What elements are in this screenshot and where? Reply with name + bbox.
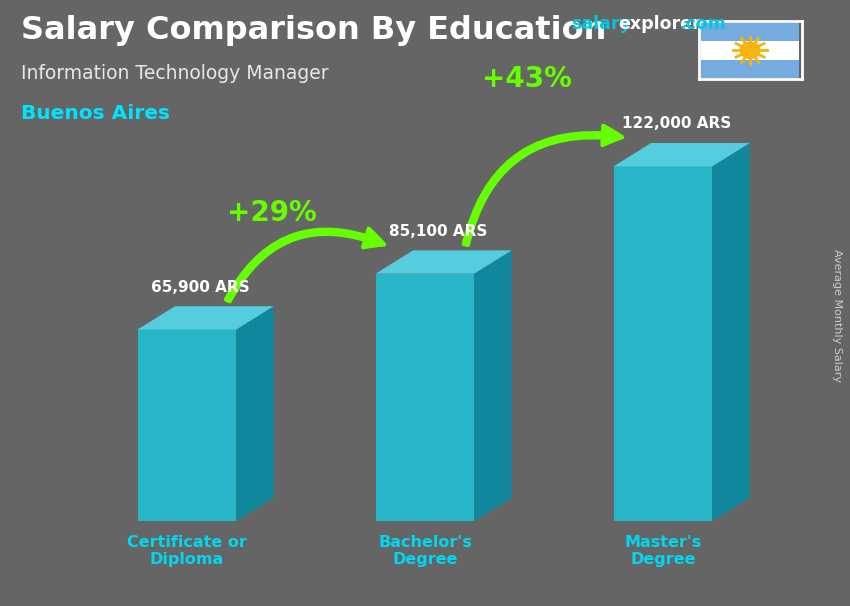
Text: 85,100 ARS: 85,100 ARS — [389, 224, 488, 239]
Polygon shape — [712, 143, 750, 521]
Polygon shape — [138, 306, 274, 330]
Text: .com: .com — [679, 15, 726, 33]
Text: salary: salary — [571, 15, 631, 33]
Text: Buenos Aires: Buenos Aires — [21, 104, 170, 123]
Polygon shape — [236, 306, 274, 521]
Text: +43%: +43% — [482, 65, 572, 93]
Text: Information Technology Manager: Information Technology Manager — [21, 64, 329, 82]
Text: Salary Comparison By Education: Salary Comparison By Education — [21, 15, 607, 46]
FancyArrowPatch shape — [464, 125, 622, 245]
Text: 65,900 ARS: 65,900 ARS — [151, 280, 250, 295]
Polygon shape — [376, 250, 512, 274]
Text: +29%: +29% — [227, 199, 317, 227]
Text: explorer: explorer — [618, 15, 700, 33]
Polygon shape — [614, 143, 750, 166]
Polygon shape — [474, 250, 512, 521]
Bar — [138, 330, 236, 521]
Bar — [614, 166, 712, 521]
Bar — [701, 41, 799, 60]
FancyArrowPatch shape — [226, 228, 384, 301]
Bar — [376, 274, 474, 521]
Text: Average Monthly Salary: Average Monthly Salary — [832, 248, 842, 382]
Circle shape — [740, 42, 760, 59]
Text: 122,000 ARS: 122,000 ARS — [622, 116, 731, 131]
